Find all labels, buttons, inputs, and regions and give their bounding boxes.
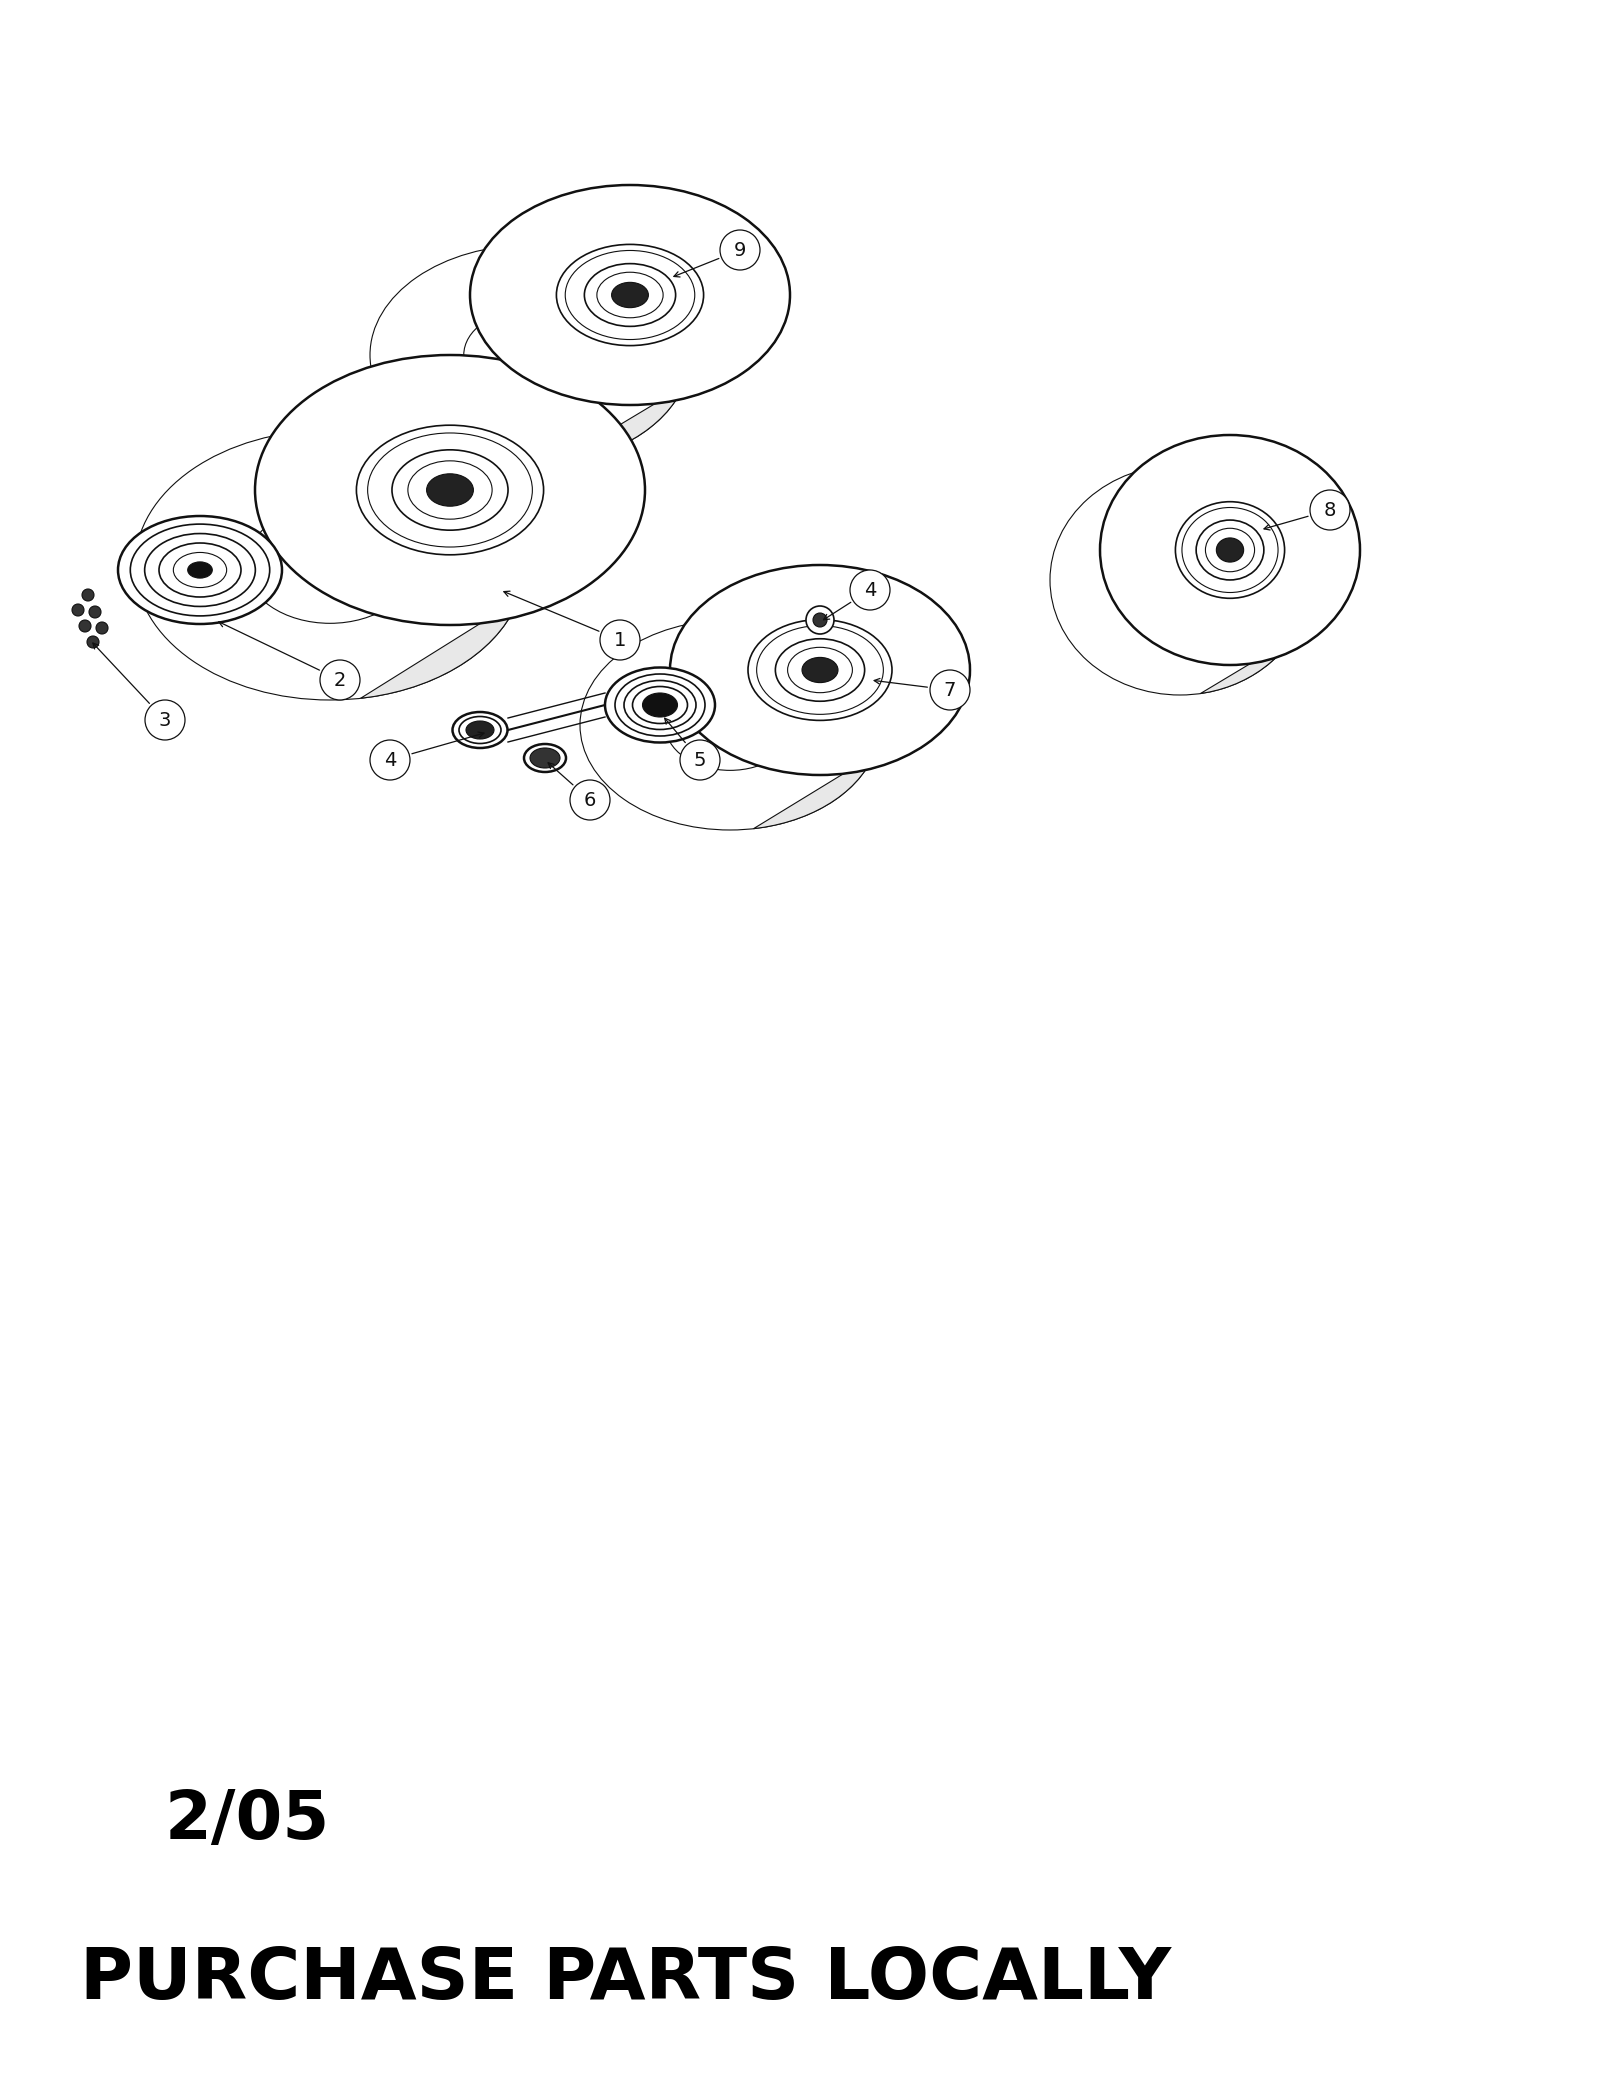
Circle shape <box>806 606 834 635</box>
Ellipse shape <box>368 434 533 548</box>
Ellipse shape <box>246 506 414 622</box>
Circle shape <box>600 620 640 660</box>
Circle shape <box>86 637 99 647</box>
Ellipse shape <box>579 620 880 830</box>
Ellipse shape <box>254 355 645 625</box>
Text: 4: 4 <box>864 581 877 600</box>
Circle shape <box>680 741 720 780</box>
Text: 4: 4 <box>384 751 397 770</box>
Ellipse shape <box>1101 436 1360 664</box>
Ellipse shape <box>557 245 704 347</box>
Ellipse shape <box>749 620 893 720</box>
Ellipse shape <box>584 264 675 326</box>
Text: 9: 9 <box>734 241 746 259</box>
Text: 8: 8 <box>1323 500 1336 519</box>
Ellipse shape <box>357 425 544 554</box>
Ellipse shape <box>173 552 227 587</box>
Ellipse shape <box>666 681 795 770</box>
Ellipse shape <box>408 461 493 519</box>
Ellipse shape <box>611 282 648 307</box>
Circle shape <box>570 780 610 820</box>
Ellipse shape <box>565 251 694 340</box>
Circle shape <box>930 670 970 710</box>
Ellipse shape <box>1216 537 1243 562</box>
Circle shape <box>370 741 410 780</box>
Ellipse shape <box>134 430 525 699</box>
Ellipse shape <box>144 533 256 606</box>
Ellipse shape <box>605 668 715 743</box>
Ellipse shape <box>624 681 696 730</box>
Circle shape <box>90 606 101 618</box>
Circle shape <box>72 604 83 616</box>
Ellipse shape <box>530 747 560 768</box>
Circle shape <box>320 660 360 699</box>
Circle shape <box>1310 490 1350 529</box>
Ellipse shape <box>632 687 688 724</box>
Polygon shape <box>754 566 970 828</box>
Ellipse shape <box>802 658 838 683</box>
Ellipse shape <box>118 517 282 625</box>
Text: 3: 3 <box>158 710 171 730</box>
Text: 2: 2 <box>334 670 346 689</box>
Ellipse shape <box>670 564 970 774</box>
Text: 1: 1 <box>614 631 626 649</box>
Text: 2/05: 2/05 <box>165 1787 330 1853</box>
Ellipse shape <box>370 245 690 465</box>
Text: 7: 7 <box>944 681 957 699</box>
Ellipse shape <box>776 639 864 701</box>
Ellipse shape <box>614 674 706 737</box>
Text: PURCHASE PARTS LOCALLY: PURCHASE PARTS LOCALLY <box>80 1946 1171 2015</box>
Ellipse shape <box>464 309 597 400</box>
Circle shape <box>720 230 760 270</box>
Ellipse shape <box>187 562 213 579</box>
Ellipse shape <box>392 450 509 531</box>
Circle shape <box>82 589 94 602</box>
Text: 6: 6 <box>584 791 597 809</box>
Circle shape <box>96 622 109 635</box>
Ellipse shape <box>1050 465 1310 695</box>
Ellipse shape <box>1182 508 1278 593</box>
Ellipse shape <box>757 627 883 714</box>
Ellipse shape <box>1197 521 1264 579</box>
Ellipse shape <box>1131 537 1229 622</box>
Circle shape <box>146 699 186 741</box>
Circle shape <box>78 620 91 633</box>
Ellipse shape <box>525 745 566 772</box>
Ellipse shape <box>453 712 507 747</box>
Ellipse shape <box>130 525 270 616</box>
Polygon shape <box>1200 436 1360 693</box>
Circle shape <box>850 571 890 610</box>
Ellipse shape <box>597 272 662 317</box>
Polygon shape <box>555 187 790 463</box>
Ellipse shape <box>1176 502 1285 598</box>
Ellipse shape <box>427 473 474 506</box>
Polygon shape <box>360 357 645 699</box>
Ellipse shape <box>470 185 790 405</box>
Ellipse shape <box>643 693 677 718</box>
Text: 5: 5 <box>694 751 706 770</box>
Ellipse shape <box>459 716 501 743</box>
Ellipse shape <box>1205 529 1254 573</box>
Ellipse shape <box>466 720 494 739</box>
Circle shape <box>813 612 827 627</box>
Ellipse shape <box>158 544 242 598</box>
Ellipse shape <box>787 647 853 693</box>
